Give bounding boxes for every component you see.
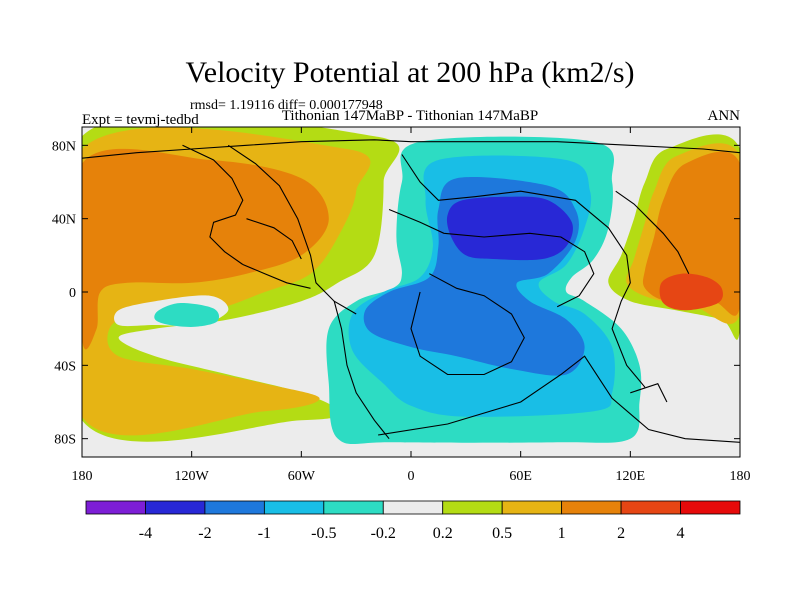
colorbar-swatch bbox=[620, 500, 681, 515]
coastline-9 bbox=[615, 190, 690, 274]
coastline-10 bbox=[630, 383, 668, 403]
coastline-1 bbox=[182, 144, 244, 265]
colorbar-label: -4 bbox=[139, 525, 152, 542]
chart-title: Velocity Potential at 200 hPa (km2/s) bbox=[185, 56, 634, 89]
colorbar-swatch bbox=[561, 500, 622, 515]
colorbar-label: 0.2 bbox=[433, 525, 453, 542]
x-tick-label: 120W bbox=[175, 469, 210, 484]
colorbar-label: -0.5 bbox=[311, 525, 336, 542]
colorbar-label: -1 bbox=[258, 525, 271, 542]
axes: 180 120W 60W 0 60E 120E 180 80N 40N 0 40S 80S bbox=[52, 127, 751, 484]
y-tick-label: 0 bbox=[69, 286, 76, 301]
colorbar-label: 4 bbox=[677, 525, 685, 542]
colorbar-swatch bbox=[85, 500, 146, 515]
colorbar-swatch bbox=[204, 500, 265, 515]
contour-positive-east-3 bbox=[659, 273, 723, 311]
coastline-6 bbox=[401, 154, 646, 388]
x-tick-label: 120E bbox=[616, 469, 646, 484]
period-label: Tithonian 147MaBP - Tithonian 147MaBP bbox=[282, 108, 538, 124]
experiment-label: Expt = tevmj-tedbd bbox=[82, 112, 199, 128]
y-tick-label: 40N bbox=[52, 213, 76, 228]
colorbar: -4 -2 -1 -0.5 -0.2 0.2 0.5 1 2 4 bbox=[85, 500, 741, 542]
colorbar-swatch bbox=[382, 500, 444, 515]
x-tick-label: 0 bbox=[408, 469, 415, 484]
y-tick-label: 80S bbox=[54, 433, 76, 448]
contour-positive-east-2 bbox=[642, 151, 740, 316]
coastline-8 bbox=[410, 273, 525, 376]
coastline-11 bbox=[246, 218, 302, 260]
x-tick-label: 60W bbox=[288, 469, 316, 484]
colorbar-label: 1 bbox=[558, 525, 566, 542]
x-tick-label: 180 bbox=[730, 469, 751, 484]
y-tick-label: 40S bbox=[54, 359, 76, 374]
colorbar-swatch bbox=[442, 500, 503, 515]
contour-negative-4 bbox=[446, 196, 573, 261]
coastline-5 bbox=[378, 355, 740, 443]
coastline-3 bbox=[242, 263, 311, 289]
season-label: ANN bbox=[708, 108, 741, 124]
contour-negative-island bbox=[154, 302, 220, 327]
x-tick-label: 180 bbox=[72, 469, 93, 484]
colorbar-swatch bbox=[501, 500, 563, 515]
y-tick-label: 80N bbox=[52, 139, 76, 154]
colorbar-swatch bbox=[263, 500, 325, 515]
coastline-7 bbox=[388, 208, 595, 308]
colorbar-label: 2 bbox=[617, 525, 625, 542]
contour-positive-west-2 bbox=[82, 148, 329, 350]
colorbar-swatch bbox=[323, 500, 384, 515]
x-tick-label: 60E bbox=[509, 469, 532, 484]
coastlines bbox=[82, 139, 740, 443]
coastline-4 bbox=[333, 301, 390, 440]
colorbar-label: 0.5 bbox=[492, 525, 512, 542]
stats-label: rmsd= 1.19116 diff= 0.000177948 bbox=[190, 98, 383, 113]
colorbar-swatch bbox=[145, 500, 206, 515]
colorbar-label: -0.2 bbox=[371, 525, 396, 542]
colorbar-label: -2 bbox=[198, 525, 211, 542]
contour-fills bbox=[82, 127, 740, 445]
coastline-2 bbox=[227, 144, 357, 315]
coastline-0 bbox=[82, 139, 740, 159]
colorbar-swatch bbox=[680, 500, 741, 515]
